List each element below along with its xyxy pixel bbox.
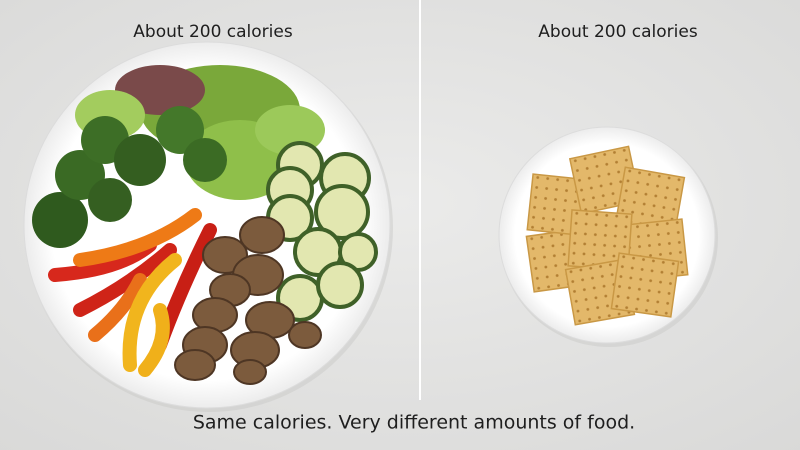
broccoli-part (156, 106, 204, 154)
pepper-strips-part (73, 243, 177, 317)
broccoli (32, 106, 227, 248)
broccoli-part (183, 138, 227, 182)
mushrooms-part (288, 321, 322, 349)
mushrooms-part (174, 349, 216, 381)
mushrooms (174, 216, 322, 385)
crackers (525, 145, 689, 326)
pepper-strips-part (88, 273, 147, 342)
mushrooms-part (239, 216, 285, 254)
cucumber-slices-part (314, 184, 370, 240)
cucumber-slices-part (316, 261, 364, 309)
pepper-strips-part (138, 303, 170, 377)
caption: Same calories. Very different amounts of… (193, 412, 635, 434)
panel-label: About 200 calories (133, 22, 293, 42)
cucumber-slices (266, 141, 378, 322)
broccoli-part (88, 178, 132, 222)
mushrooms-part (233, 359, 267, 385)
broccoli-part (114, 134, 166, 186)
pepper-strips (48, 208, 217, 377)
vegetable-plate (23, 41, 393, 412)
crackers-part (610, 252, 680, 318)
broccoli-part (32, 192, 88, 248)
pepper-strips-part (73, 208, 202, 267)
cracker-plate (498, 126, 718, 347)
pepper-strips-part (122, 253, 182, 372)
panel-label: About 200 calories (538, 22, 698, 42)
